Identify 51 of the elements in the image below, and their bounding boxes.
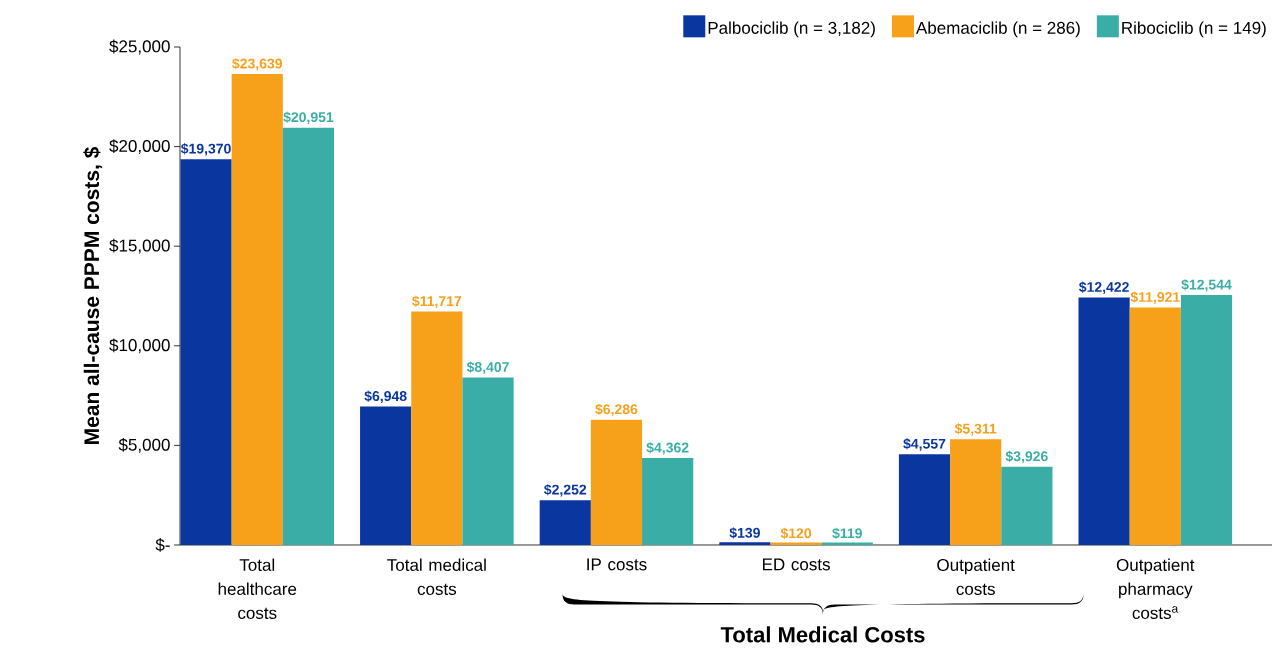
y-tick-label: $25,000: [109, 39, 170, 55]
data-label: $120: [780, 527, 812, 540]
bar: [539, 500, 591, 545]
bar: [360, 406, 412, 545]
bar: [231, 74, 283, 545]
data-label: $6,286: [595, 403, 638, 417]
bar: [898, 454, 951, 545]
data-label: $20,951: [283, 111, 334, 125]
data-label: $12,422: [1078, 281, 1129, 295]
x-tick-label: Total healthcare costs: [218, 558, 297, 620]
data-label: $11,717: [412, 295, 462, 309]
y-tick-label: $5,000: [118, 438, 170, 453]
data-label: $2,252: [544, 484, 587, 497]
bar: [282, 127, 335, 545]
bar: [590, 419, 643, 545]
data-label: $6,948: [364, 390, 407, 404]
data-label: $119: [832, 527, 862, 540]
y-tick-label: $20,000: [109, 139, 170, 154]
data-label: $139: [729, 527, 760, 539]
y-tick-label: $15,000: [109, 238, 170, 254]
x-tick-label: ED costs: [762, 558, 830, 571]
data-label: $3,926: [1005, 450, 1048, 464]
y-tick-label: $-: [155, 538, 170, 552]
bar: [1180, 295, 1233, 545]
x-tick-label: Outpatient pharmacy costs$^{a}$: [1116, 558, 1195, 620]
bar: [180, 159, 232, 545]
data-label: $19,370: [180, 143, 231, 156]
x-tick-label: Total medical costs: [387, 558, 486, 596]
bar: [950, 439, 1002, 545]
bar: [642, 458, 694, 545]
y-tick-label: $10,000: [109, 338, 170, 354]
bar: [1129, 307, 1181, 545]
data-label: $8,407: [466, 361, 509, 374]
data-label: $4,557: [903, 438, 946, 451]
data-label: $12,544: [1181, 279, 1232, 292]
data-label: $4,362: [646, 442, 689, 455]
bar: [1001, 466, 1053, 545]
data-label: $23,639: [232, 58, 283, 71]
x-tick-label: IP costs: [587, 558, 647, 571]
legend-label: Palbociclib (n = 3,182): [708, 21, 875, 38]
bar: [719, 542, 771, 545]
legend-label: Ribociclib (n = 149): [1122, 21, 1266, 38]
bar: [1078, 297, 1130, 545]
bar: [462, 377, 514, 545]
text: Total Medical Costs: [720, 626, 925, 643]
data-label: $11,921: [1130, 291, 1180, 304]
data-label: $5,311: [954, 423, 997, 436]
x-tick-label: Outpatient costs: [937, 558, 1015, 596]
bar: [411, 311, 463, 545]
y-axis-title: Mean all-cause PPPM costs, $: [83, 146, 103, 444]
legend-label: Abemaciclib (n = 286): [915, 21, 1080, 38]
